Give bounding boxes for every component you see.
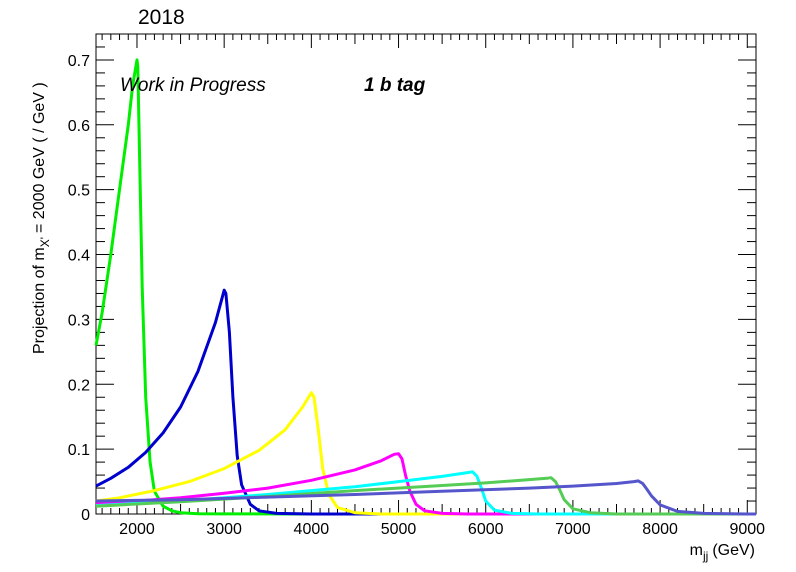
x-tick-label: 5000 <box>381 521 417 538</box>
x-axis-title: mjj (GeV) <box>690 542 755 563</box>
y-tick-label: 0.7 <box>68 53 90 70</box>
y-axis: 0 0.1 0.2 0.3 0.4 0.5 0.6 0.7 <box>68 33 756 524</box>
x-tick-label: 3000 <box>206 521 242 538</box>
series-line-1 <box>94 58 756 516</box>
x-axis-title-main: m <box>690 542 703 559</box>
series-line-4 <box>95 452 756 516</box>
y-tick-label: 0 <box>81 507 90 524</box>
y-axis-title-prefix: Projection of m <box>31 247 48 354</box>
x-tick-label: 2000 <box>119 521 155 538</box>
series-line-6 <box>95 476 756 516</box>
series-line-2 <box>95 288 756 516</box>
x-tick-label: 4000 <box>294 521 330 538</box>
series-line-3 <box>95 391 756 516</box>
plot-frame <box>95 33 757 515</box>
y-tick-label: 0.5 <box>68 183 90 200</box>
y-tick-label: 0.3 <box>68 312 90 329</box>
x-axis-title-sub: jj <box>702 549 708 563</box>
x-tick-label: 6000 <box>468 521 504 538</box>
y-axis-title-suffix: = 2000 GeV ( / GeV ) <box>31 82 48 233</box>
x-axis-title-unit: (GeV) <box>712 542 755 559</box>
x-tick-label: 8000 <box>642 521 678 538</box>
series-line-7 <box>95 479 756 516</box>
series-layer <box>94 58 756 516</box>
series-line-5 <box>95 470 756 516</box>
y-tick-label: 0.1 <box>68 442 90 459</box>
y-tick-label: 0.4 <box>68 248 90 265</box>
annotation-b-tag: 1 b tag <box>364 75 426 96</box>
y-tick-label: 0.6 <box>68 118 90 135</box>
y-tick-label: 0.2 <box>68 377 90 394</box>
y-axis-title: Projection of mX' = 2000 GeV ( / GeV ) <box>31 82 52 354</box>
x-tick-label: 7000 <box>555 521 591 538</box>
x-tick-label: 9000 <box>729 521 765 538</box>
chart-title: 2018 <box>138 6 185 29</box>
x-axis: 2000 3000 4000 5000 6000 7000 8000 9000 <box>101 34 765 538</box>
y-axis-title-sub: X' <box>38 237 52 247</box>
annotation-work-in-progress: Work in Progress <box>120 75 266 96</box>
